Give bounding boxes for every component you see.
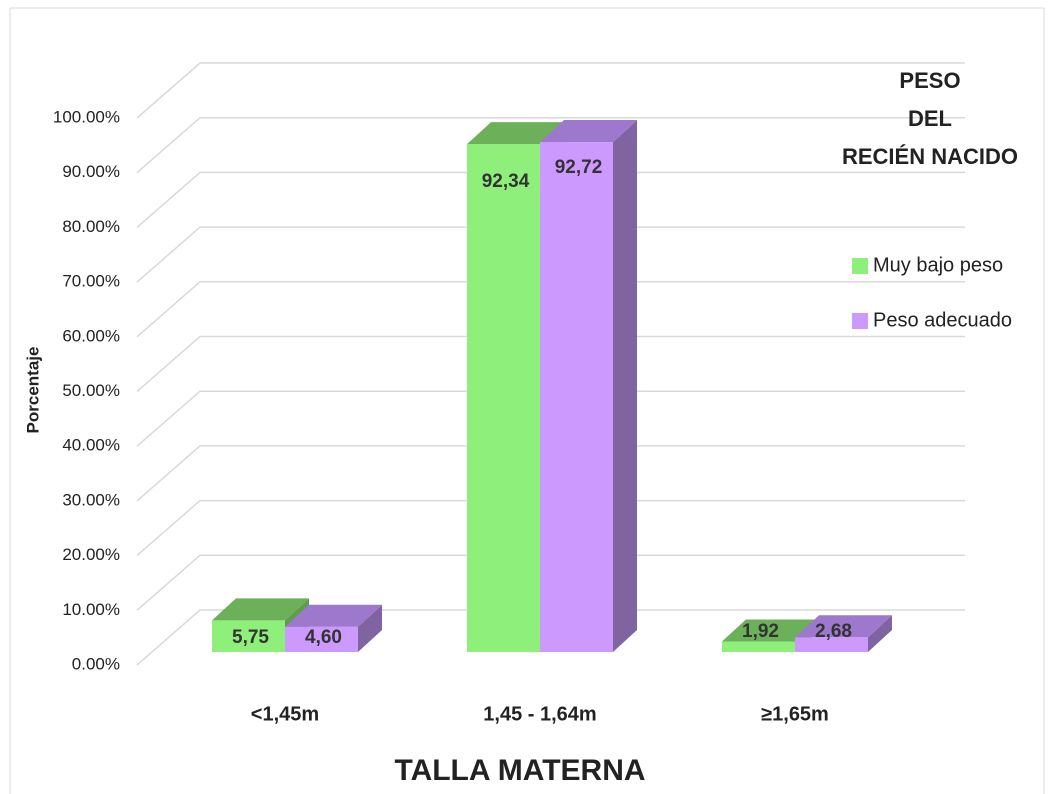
chart-title: PESO: [899, 68, 960, 93]
y-tick-label: 80.00%: [62, 217, 120, 236]
y-tick-label: 0.00%: [72, 654, 120, 673]
x-tick-label: 1,45 - 1,64m: [483, 703, 596, 725]
bar-side: [358, 604, 382, 652]
bar: [285, 626, 358, 652]
chart-title: RECIÉN NACIDO: [842, 144, 1018, 169]
grid-line: [136, 335, 965, 393]
grid-line: [136, 116, 965, 174]
data-label: 92,72: [555, 157, 603, 178]
grid-line: [136, 554, 965, 611]
y-tick-label: 30.00%: [62, 490, 120, 509]
x-axis-title: TALLA MATERNA: [394, 754, 645, 787]
y-axis-title: Porcentaje: [23, 347, 42, 434]
bar: [212, 620, 285, 652]
data-label: 1,92: [742, 621, 779, 642]
grid-line: [136, 62, 965, 119]
grid-line: [136, 226, 965, 283]
grid-line: [136, 171, 965, 228]
bar-side: [613, 120, 637, 653]
y-tick-label: 40.00%: [62, 436, 120, 455]
grid-line: [136, 390, 965, 447]
bar-top: [722, 619, 819, 642]
y-tick-label: 90.00%: [62, 162, 120, 181]
x-tick-label: <1,45m: [251, 703, 319, 725]
bar-top: [540, 120, 637, 143]
y-tick-label: 10.00%: [62, 600, 120, 619]
legend-swatch: [852, 313, 868, 329]
y-tick-label: 60.00%: [62, 326, 120, 345]
grid-line: [136, 281, 965, 338]
bar-top: [212, 598, 309, 621]
bar-top: [467, 122, 564, 145]
data-label: 4,60: [305, 627, 342, 648]
bar-side: [868, 615, 892, 652]
bar: [540, 142, 613, 653]
bar-top: [795, 615, 892, 638]
x-tick-label: ≥1,65m: [761, 703, 829, 725]
data-label: 92,34: [482, 171, 530, 192]
chart-title: DEL: [908, 106, 952, 131]
bar: [795, 637, 868, 652]
grid-line: [136, 445, 965, 502]
data-label: 2,68: [815, 621, 852, 642]
y-tick-label: 50.00%: [62, 381, 120, 400]
legend-label: Peso adecuado: [873, 309, 1012, 331]
bar-top: [285, 604, 382, 627]
bar: [722, 641, 795, 652]
y-tick-label: 100.00%: [53, 107, 120, 126]
data-label: 5,75: [232, 627, 269, 648]
legend-swatch: [852, 258, 868, 274]
legend-label: Muy bajo peso: [873, 254, 1003, 276]
grid-line: [136, 609, 965, 666]
y-tick-label: 20.00%: [62, 545, 120, 564]
grid-line: [136, 499, 965, 557]
y-tick-label: 70.00%: [62, 272, 120, 291]
bar: [467, 144, 540, 652]
